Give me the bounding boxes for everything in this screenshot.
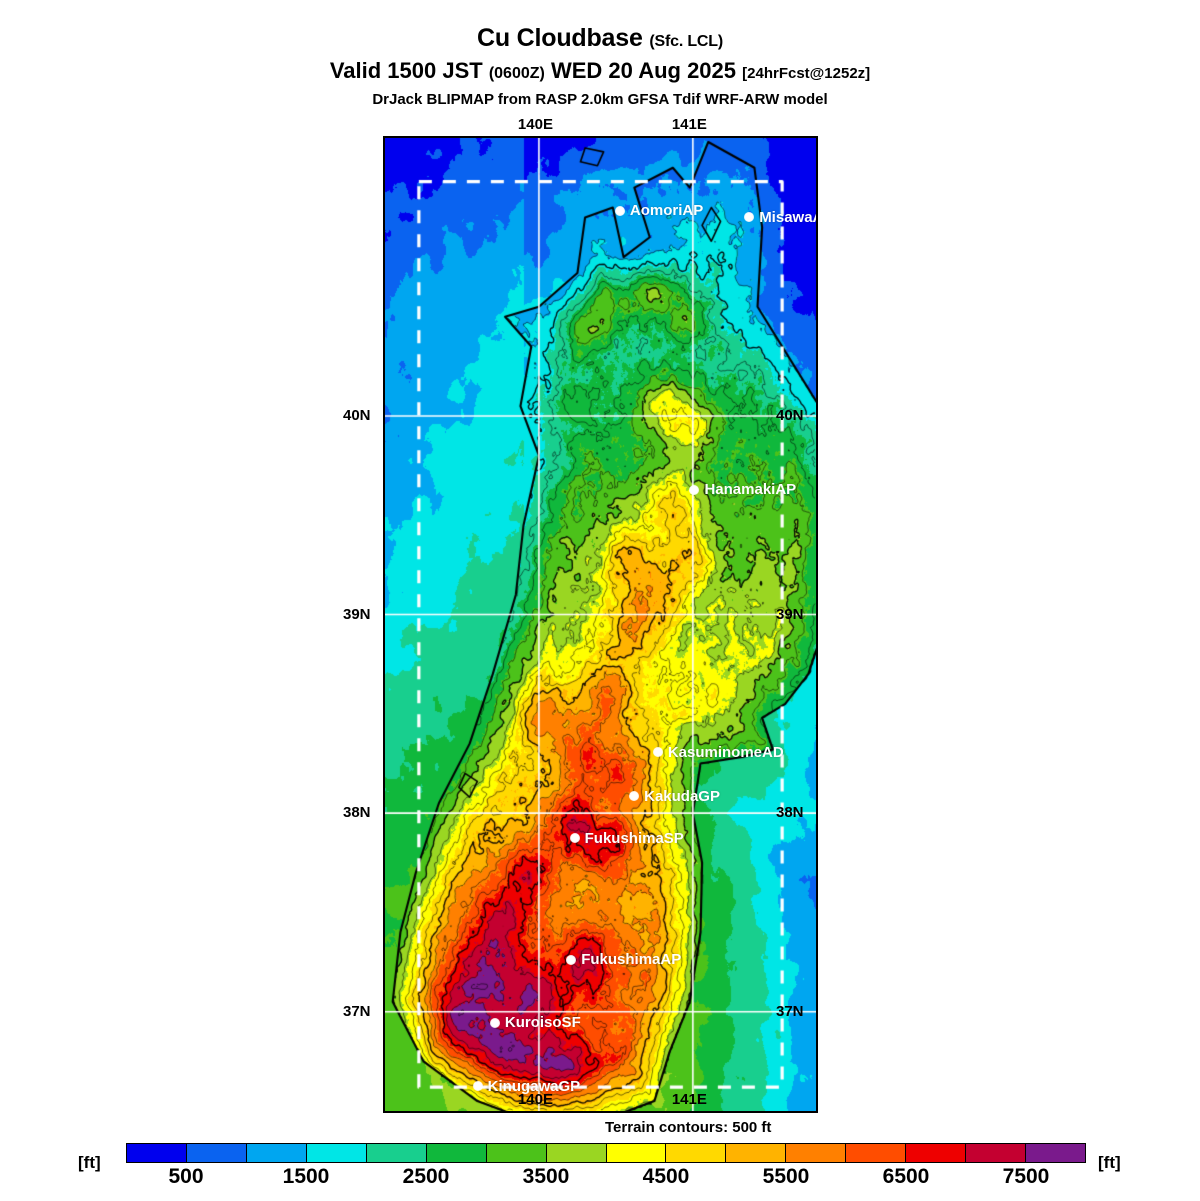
station-dot-icon <box>570 834 579 843</box>
colorbar-segment <box>305 1144 366 1162</box>
station-marker[interactable]: FukushimaAP <box>567 951 681 968</box>
colorbar-segment <box>365 1144 426 1162</box>
lon-label-bottom: 141E <box>671 1091 707 1108</box>
lat-label-left: 38N <box>343 804 371 822</box>
station-marker[interactable]: KuroisoSF <box>490 1014 581 1032</box>
lat-label-left: 37N <box>343 1002 371 1020</box>
colorbar-segment <box>1025 1144 1085 1162</box>
colorbar-segment <box>665 1144 726 1162</box>
terrain-contour-note: Terrain contours: 500 ft <box>605 1119 772 1136</box>
colorbar-segment <box>425 1144 486 1162</box>
lon-label-bottom: 140E <box>517 1091 553 1108</box>
station-label: FukushimaSP <box>584 829 684 847</box>
station-marker[interactable]: AomoriAP <box>615 202 704 220</box>
colorbar-unit-right: [ft] <box>1098 1153 1121 1172</box>
station-dot-icon <box>473 1082 482 1091</box>
station-label: HanamakiAP <box>704 481 797 499</box>
lon-label-top: 141E <box>671 116 707 133</box>
valid-date: WED 20 Aug 2025 <box>550 58 737 83</box>
station-label: KasuminomeAD <box>667 743 784 761</box>
valid-utc: (0600Z) <box>488 65 545 82</box>
station-dot-icon <box>653 748 662 757</box>
colorbar-tick-label: 5500 <box>762 1165 810 1188</box>
colorbar-tick-label: 500 <box>168 1165 204 1188</box>
station-marker[interactable]: MisawaAD <box>745 208 816 226</box>
title-main: Cu Cloudbase <box>477 24 643 52</box>
colorbar-tick-label: 1500 <box>282 1165 330 1188</box>
model-line: DrJack BLIPMAP from RASP 2.0km GFSA Tdif… <box>372 91 828 108</box>
colorbar-segment <box>485 1144 546 1162</box>
colorbar-segment <box>245 1144 306 1162</box>
colorbar-segment <box>725 1144 786 1162</box>
colorbar-segment <box>127 1144 186 1162</box>
title-sub: (Sfc. LCL) <box>649 33 723 50</box>
colorbar-segment <box>545 1144 606 1162</box>
station-label: FukushimaAP <box>581 951 682 969</box>
colorbar-tick-label: 2500 <box>402 1165 450 1188</box>
station-dot-icon <box>745 213 754 222</box>
lat-label-left: 40N <box>343 407 371 424</box>
station-marker[interactable]: FukushimaSP <box>570 829 684 847</box>
cloudbase-heatmap-canvas <box>385 138 816 1111</box>
station-label: KinugawaGP <box>487 1077 581 1095</box>
colorbar-tick-label: 7500 <box>1002 1165 1050 1188</box>
station-label: KuroisoSF <box>504 1014 581 1032</box>
colorbar-tick-label: 3500 <box>522 1165 570 1188</box>
station-label: MisawaAD <box>759 208 816 226</box>
colorbar-segment <box>965 1144 1026 1162</box>
station-dot-icon <box>490 1018 499 1027</box>
page-title: Cu Cloudbase (Sfc. LCL) <box>0 24 1200 56</box>
station-marker[interactable]: HanamakiAP <box>690 481 796 498</box>
colorbar-ticks: 500 1500 2500 3500 4500 5500 6500 7500 <box>126 1165 1086 1195</box>
lat-label-right: 40N <box>776 407 804 424</box>
station-marker[interactable]: KinugawaGP <box>473 1077 581 1095</box>
lat-label-left: 39N <box>343 605 371 623</box>
station-dot-icon <box>690 485 699 494</box>
lat-label-right: 39N <box>776 605 804 623</box>
colorbar-tick-label: 4500 <box>642 1165 690 1188</box>
colorbar-segment <box>905 1144 966 1162</box>
colorbar-segment <box>785 1144 846 1162</box>
lon-label-top: 140E <box>517 116 553 133</box>
station-marker[interactable]: KakudaGP <box>630 788 720 805</box>
station-label: KakudaGP <box>644 787 720 805</box>
colorbar-segment <box>845 1144 906 1162</box>
colorbar-segment <box>605 1144 666 1162</box>
colorbar-unit-left: [ft] <box>78 1153 101 1172</box>
colorbar: [ft] [ft] 500 1500 2500 3500 4500 5500 6500 750… <box>0 1141 1200 1201</box>
valid-prefix: Valid 1500 JST <box>329 58 483 83</box>
forecast-tag: [24hrFcst@1252z] <box>742 65 871 82</box>
colorbar-gradient <box>126 1143 1086 1163</box>
station-dot-icon <box>567 955 576 964</box>
lat-label-right: 37N <box>776 1002 804 1020</box>
title-block: Cu Cloudbase (Sfc. LCL) Valid 1500 JST (… <box>0 24 1200 110</box>
station-dot-icon <box>615 206 624 215</box>
weather-map[interactable]: AomoriAP MisawaAD HanamakiAP KasuminomeAD Ka… <box>383 136 818 1113</box>
lat-label-right: 38N <box>776 804 804 822</box>
colorbar-segment <box>185 1144 246 1162</box>
station-label: AomoriAP <box>629 202 704 220</box>
colorbar-tick-label: 6500 <box>882 1165 930 1188</box>
station-dot-icon <box>630 792 639 801</box>
station-marker[interactable]: KasuminomeAD <box>653 743 784 761</box>
valid-time-line: Valid 1500 JST (0600Z) WED 20 Aug 2025 [… <box>0 58 1200 87</box>
